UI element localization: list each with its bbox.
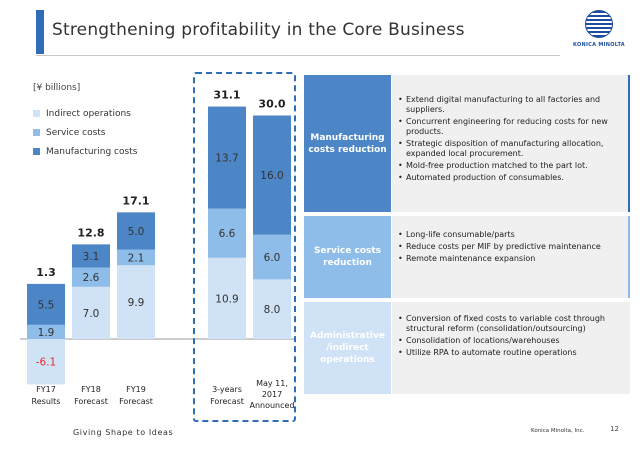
bullet-service-2: Reduce costs per MIF by predictive maint… [398,242,624,252]
bullet-administrative-1: Conversion of fixed costs to variable co… [398,314,624,334]
bar-label-service-0: 1.9 [38,327,55,339]
bar-indirect-1 [72,286,110,339]
bar-indirect-4 [253,279,291,339]
bar-service-2 [117,249,155,266]
legend-label-service: Service costs [46,127,106,138]
bar-label-manufacturing-2: 5.0 [128,226,145,238]
bar-label-indirect-4: 8.0 [264,304,281,316]
bar-label-service-4: 6.0 [264,252,281,264]
bar-total-4: 30.0 [258,98,285,111]
bar-service-3 [208,208,246,258]
page-number: 12 [610,425,619,433]
title-divider [36,55,560,56]
x-label-line-4-0: May 11, [256,379,288,388]
bar-total-1: 12.8 [77,226,104,239]
bar-manufacturing-4 [253,115,291,235]
legend-item-indirect: Indirect operations [33,104,137,123]
category-service: Service costs reduction [304,216,391,298]
x-label-line-4-1: 2017 [261,390,283,399]
bar-label-service-2: 2.1 [128,252,145,264]
x-label-line-3-1: Forecast [210,397,244,406]
bullet-manufacturing-2: Concurrent engineering for reducing cost… [398,117,624,137]
bar-indirect-0 [27,339,65,385]
category-administrative: Administrative /indirect operations [304,302,391,394]
initiative-list-service: Long-life consumable/parts Reduce costs … [392,216,630,298]
category-label-service: Service costs reduction [313,246,382,268]
x-label-line-2-1: Forecast [119,397,153,406]
bullet-manufacturing-3: Strategic disposition of manufacturing a… [398,139,624,159]
bar-label-manufacturing-4: 16.0 [260,170,283,182]
bullet-manufacturing-5: Automated production of consumables. [398,173,624,183]
x-label-line-4-2: Announced [249,401,295,410]
legend-item-service: Service costs [33,123,137,142]
x-label-line-2-0: FY19 [126,385,146,394]
bullet-administrative-3: Utilize RPA to automate routine operatio… [398,348,624,358]
bar-manufacturing-1 [72,244,110,268]
x-label-4: May 11, 2017 Announced [245,378,299,411]
bar-service-4 [253,234,291,280]
bar-service-1 [72,267,110,287]
bar-label-service-1: 2.6 [83,272,100,284]
bar-manufacturing-0 [27,283,65,325]
initiative-list-administrative: Conversion of fixed costs to variable co… [392,302,630,394]
legend-item-manufacturing: Manufacturing costs [33,142,137,161]
company-logo: KONICA MINOLTA [570,10,628,60]
bar-label-service-3: 6.6 [219,228,236,240]
bullet-service-1: Long-life consumable/parts [398,230,624,240]
legend-swatch-manufacturing [33,148,40,155]
legend-label-indirect: Indirect operations [46,108,131,119]
x-label-3: 3-years Forecast [200,384,254,408]
manufacturing-edge [628,75,630,212]
x-label-0: FY17 Results [19,384,73,408]
initiative-list-manufacturing: Extend digital manufacturing to all fact… [392,75,630,212]
bar-label-indirect-1: 7.0 [83,308,100,320]
bar-indirect-3 [208,257,246,339]
title-accent-bar [36,10,44,54]
bar-label-indirect-0: -6.1 [36,357,57,369]
logo-wordmark: KONICA MINOLTA [573,42,625,48]
bar-indirect-2 [117,265,155,339]
page-title: Strengthening profitability in the Core … [52,20,465,40]
globe-logo-icon [585,10,613,38]
legend-swatch-indirect [33,110,40,117]
unit-label: [¥ billions] [33,83,81,93]
bar-total-3: 31.1 [213,89,240,102]
bar-manufacturing-2 [117,212,155,250]
category-manufacturing: Manufacturing costs reduction [304,75,391,212]
bar-label-manufacturing-3: 13.7 [215,153,238,165]
service-edge [628,216,630,298]
x-label-2: FY19 Forecast [109,384,163,408]
x-label-1: FY18 Forecast [64,384,118,408]
bar-total-2: 17.1 [122,194,149,207]
x-label-line-3-0: 3-years [212,385,242,394]
bar-manufacturing-3 [208,106,246,209]
legend-label-manufacturing: Manufacturing costs [46,146,138,157]
bar-total-0: 1.3 [36,266,56,279]
forecast-highlight-box [193,72,296,422]
bullet-manufacturing-1: Extend digital manufacturing to all fact… [398,95,624,115]
bullet-manufacturing-4: Mold-free production matched to the part… [398,161,624,171]
x-label-line-1-1: Forecast [74,397,108,406]
category-label-manufacturing: Manufacturing costs reduction [308,132,387,155]
bar-label-indirect-2: 9.9 [128,297,145,309]
bullet-administrative-2: Consolidation of locations/warehouses [398,336,624,346]
legend-swatch-service [33,129,40,136]
bar-service-0 [27,324,65,339]
bullet-service-3: Remote maintenance expansion [398,254,624,264]
bar-label-indirect-3: 10.9 [215,293,238,305]
chart-legend: Indirect operations Service costs Manufa… [33,104,137,161]
company-tagline: Giving Shape to Ideas [73,428,174,437]
x-label-line-0-0: FY17 [36,385,56,394]
category-label-administrative: Administrative /indirect operations [310,331,385,365]
bar-label-manufacturing-0: 5.5 [38,299,55,311]
x-label-line-0-1: Results [31,397,61,406]
footer-company: Konica Minolta, Inc. [531,428,585,434]
x-label-line-1-0: FY18 [81,385,101,394]
bar-label-manufacturing-1: 3.1 [83,251,100,263]
